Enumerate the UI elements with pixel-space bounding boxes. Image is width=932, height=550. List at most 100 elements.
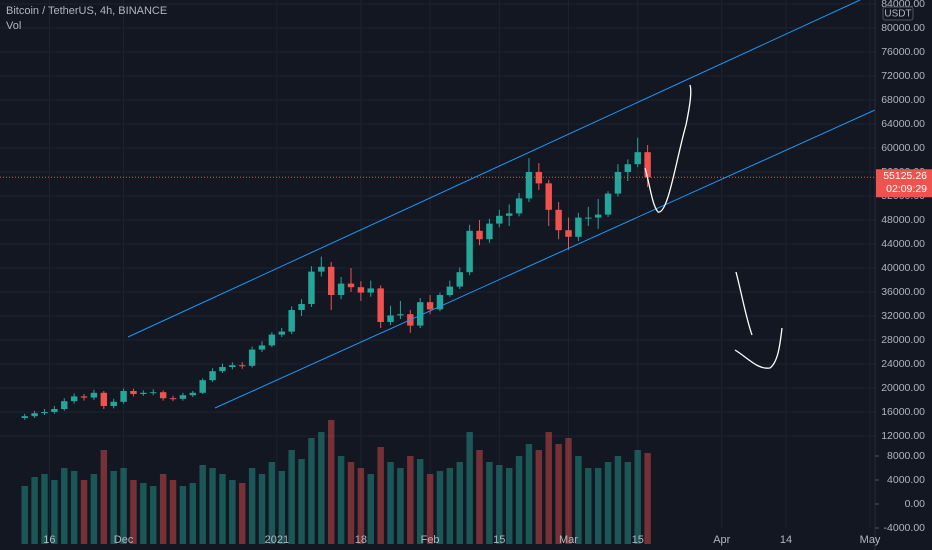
x-tick-label: 16 [43,534,55,546]
volume-bar [219,473,226,544]
y-tick-label: 32000.00 [881,310,925,322]
volume-bar [80,479,88,544]
candle-body [377,288,384,322]
candle-body [268,334,276,346]
y-tick-label: 44000.00 [881,238,925,250]
volume-bar [189,482,197,544]
volume-bar [397,467,404,544]
candle-body [140,392,147,394]
volume-layer [21,419,651,544]
volume-bar [496,464,503,544]
candle-body [446,286,454,295]
volume-bar [70,470,78,544]
volume-bar [179,485,187,544]
y2-tick-label: 4000.00 [887,474,925,486]
volume-bar [525,443,533,544]
candle-body [416,302,424,326]
channel-upper [127,0,861,338]
indicator-label: Vol [6,20,21,32]
volume-bar [169,479,177,544]
volume-bar [407,455,414,544]
candle-body [357,287,365,293]
candle-body [337,283,345,295]
y2-tick-label: -4000.00 [884,522,926,534]
volume-bar [61,467,68,544]
candle-body [594,214,602,218]
candle-body [110,401,117,406]
volume-bar [199,464,206,544]
candle-body [61,401,68,409]
volume-bar [239,482,246,544]
volume-bar [41,473,48,544]
volume-bar [387,461,394,544]
candle-body [229,365,236,367]
candle-body [614,172,622,194]
candle-body [90,392,98,398]
candle-body [189,392,197,396]
volume-bar [268,461,276,544]
volume-bar [288,449,295,544]
volume-bar [150,485,157,544]
candle-body [258,345,266,350]
y-tick-label: 84000.00 [881,0,925,10]
candle-body [367,288,374,293]
candle-body [328,266,335,295]
y-tick-label: 76000.00 [881,46,925,58]
y2-tick-label: 0.00 [905,498,926,510]
x-tick-label: 15 [493,534,505,546]
volume-bar [159,473,167,544]
candle-body [318,266,325,272]
candle-body [436,295,444,310]
y-tick-label: 24000.00 [881,358,925,370]
y-tick-label: 72000.00 [881,70,925,82]
last-price-box [876,169,932,198]
candle-body [496,215,503,224]
volume-bar [594,467,602,544]
x-tick-label: Feb [421,534,440,546]
y-tick-label: 60000.00 [881,142,925,154]
candle-body [130,391,137,394]
volume-bar [456,461,463,544]
volume-bar [575,455,582,544]
volume-bar [426,473,434,544]
candle-body [486,223,493,240]
volume-bar [278,470,285,544]
countdown-label: 02:09:29 [886,183,927,195]
volume-bar [130,479,137,544]
volume-bar [644,452,651,544]
currency: USDT [884,9,911,20]
volume-bar [545,431,552,544]
candle-body [51,409,58,412]
volume-bar [624,461,632,544]
volume-bar [634,449,641,544]
drawing-curve [734,327,783,369]
y-tick-label: 20000.00 [881,382,925,394]
volume-bar [416,458,424,544]
x-tick-label: 14 [780,534,792,546]
x-tick-label: 15 [632,534,644,546]
chart-title: Bitcoin / TetherUS, 4h, BINANCE [6,5,167,17]
y-tick-label: 28000.00 [881,334,925,346]
candle-body [505,213,513,216]
grid [0,0,875,528]
drawing-stroke [735,271,753,336]
volume-bar [209,467,216,544]
candle-body [476,230,483,240]
candle-body [41,412,48,414]
volume-bar [585,467,592,544]
volume-bar [565,437,572,544]
volume-bar [604,461,612,544]
volume-bar [328,419,335,544]
candle-body [387,315,394,322]
candle-body [209,371,216,381]
volume-bar [21,485,28,544]
volume-bar [100,449,108,544]
candle-body [545,183,552,210]
candle-body [347,283,355,288]
volume-bar [446,467,454,544]
volume-bar [110,470,117,544]
volume-bar [258,473,266,544]
volume-bar [308,437,315,544]
